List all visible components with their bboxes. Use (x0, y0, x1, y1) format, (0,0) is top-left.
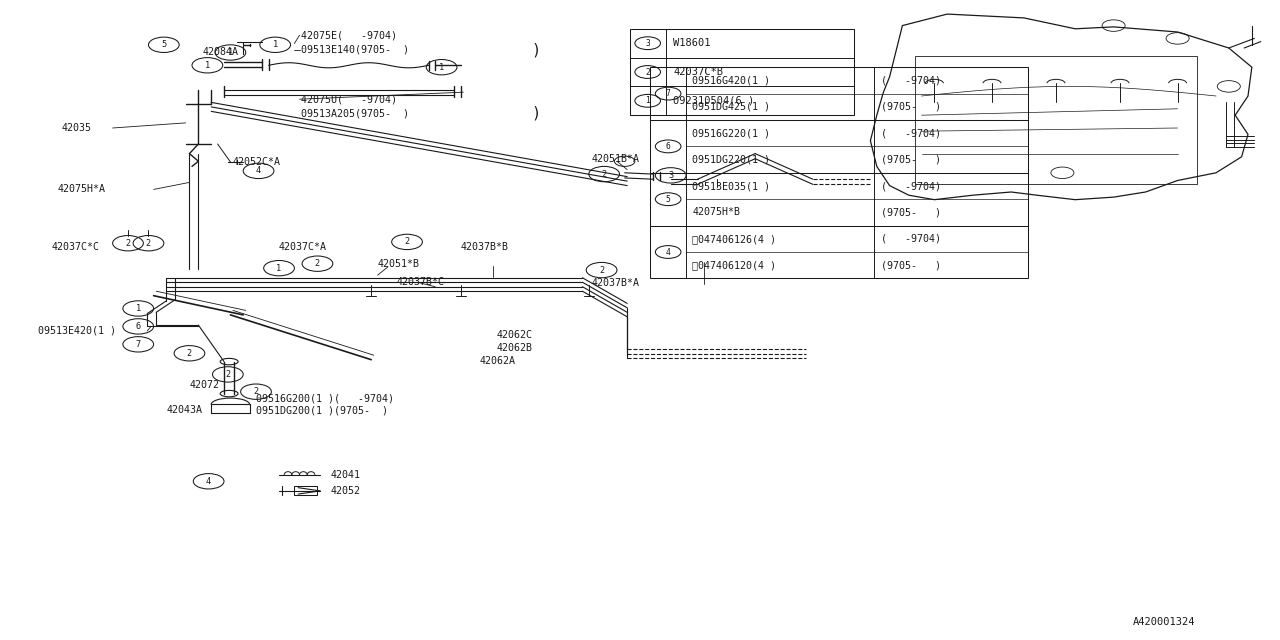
Text: A420001324: A420001324 (1133, 617, 1196, 627)
Text: 42037C*C: 42037C*C (51, 242, 100, 252)
Text: W18601: W18601 (673, 38, 710, 48)
Text: (   -9704): ( -9704) (881, 181, 941, 191)
Text: 2: 2 (645, 67, 650, 77)
Text: 3: 3 (645, 38, 650, 48)
Bar (294, 486, 317, 495)
Text: 3: 3 (668, 171, 673, 180)
Text: 42043A: 42043A (166, 404, 202, 415)
Text: 42075H*A: 42075H*A (58, 184, 105, 195)
Text: 42062A: 42062A (480, 356, 516, 366)
Text: 5: 5 (666, 195, 671, 204)
Text: 6: 6 (666, 142, 671, 151)
Text: 2: 2 (125, 239, 131, 248)
Text: 42052C*A: 42052C*A (233, 157, 282, 167)
Text: (   -9704): ( -9704) (881, 234, 941, 244)
Text: (9705-   ): (9705- ) (881, 102, 941, 112)
Text: 1: 1 (228, 48, 233, 57)
Text: 2: 2 (187, 349, 192, 358)
Text: 42075U(   -9704): 42075U( -9704) (301, 94, 397, 104)
Text: 2: 2 (602, 170, 607, 179)
Text: 42072: 42072 (189, 380, 219, 390)
Text: 42037C*B: 42037C*B (673, 67, 723, 77)
Text: 42037B*C: 42037B*C (397, 276, 445, 287)
Text: 09516G220(1 ): 09516G220(1 ) (692, 128, 771, 138)
Text: 2: 2 (599, 266, 604, 275)
Text: 2: 2 (315, 259, 320, 268)
Text: 42062C: 42062C (497, 330, 532, 340)
Text: 1: 1 (645, 96, 650, 106)
Text: 1: 1 (136, 304, 141, 313)
Text: 7: 7 (136, 340, 141, 349)
Text: 4: 4 (256, 166, 261, 175)
Text: 42035: 42035 (61, 123, 91, 133)
Text: 0951DG220(1 ): 0951DG220(1 ) (692, 155, 771, 164)
Text: 42041: 42041 (330, 470, 360, 480)
Bar (630, 29, 854, 115)
Text: (9705-   ): (9705- ) (881, 207, 941, 218)
Text: 42084A: 42084A (202, 47, 238, 58)
Text: 42037B*A: 42037B*A (591, 278, 640, 288)
Text: 2: 2 (253, 387, 259, 396)
Text: 1: 1 (439, 63, 444, 72)
Text: Ⓢ047406120(4 ): Ⓢ047406120(4 ) (692, 260, 777, 270)
Text: (   -9704): ( -9704) (881, 128, 941, 138)
Text: 09516G200(1 )(   -9704): 09516G200(1 )( -9704) (256, 393, 394, 403)
Text: 7: 7 (666, 89, 671, 98)
Text: 4: 4 (666, 248, 671, 257)
Text: 42037B*B: 42037B*B (461, 242, 508, 252)
Bar (915, 56, 1197, 184)
Bar (650, 67, 1028, 278)
Text: (9705-   ): (9705- ) (881, 260, 941, 270)
Text: 1: 1 (273, 40, 278, 49)
Text: 42051*B: 42051*B (378, 259, 420, 269)
Text: 09516G420(1 ): 09516G420(1 ) (692, 76, 771, 85)
Text: 42052: 42052 (330, 486, 360, 496)
Text: 4: 4 (206, 477, 211, 486)
Text: ): ) (531, 42, 540, 58)
Text: 5: 5 (161, 40, 166, 49)
Text: 42037C*A: 42037C*A (279, 242, 328, 252)
Text: 42051B*A: 42051B*A (591, 154, 640, 164)
Text: 09513A205(9705-  ): 09513A205(9705- ) (301, 108, 408, 118)
Text: 42075H*B: 42075H*B (692, 207, 740, 218)
Text: 09513E035(1 ): 09513E035(1 ) (692, 181, 771, 191)
Text: 09513E140(9705-  ): 09513E140(9705- ) (301, 45, 408, 55)
Text: 092310504(6 ): 092310504(6 ) (673, 96, 754, 106)
Text: (9705-   ): (9705- ) (881, 155, 941, 164)
Text: 42075E(   -9704): 42075E( -9704) (301, 30, 397, 40)
Text: 1: 1 (205, 61, 210, 70)
Text: 0951DG200(1 )(9705-  ): 0951DG200(1 )(9705- ) (256, 406, 388, 416)
Text: Ⓢ047406126(4 ): Ⓢ047406126(4 ) (692, 234, 777, 244)
Text: 42062B: 42062B (497, 343, 532, 353)
Text: 09513E420(1 ): 09513E420(1 ) (38, 326, 116, 336)
Text: 0951DG425(1 ): 0951DG425(1 ) (692, 102, 771, 112)
Text: ): ) (531, 106, 540, 121)
Text: 2: 2 (404, 237, 410, 246)
Text: 6: 6 (136, 322, 141, 331)
Text: 2: 2 (146, 239, 151, 248)
Text: 1: 1 (276, 264, 282, 273)
Text: (   -9704): ( -9704) (881, 76, 941, 85)
Text: 2: 2 (225, 370, 230, 379)
